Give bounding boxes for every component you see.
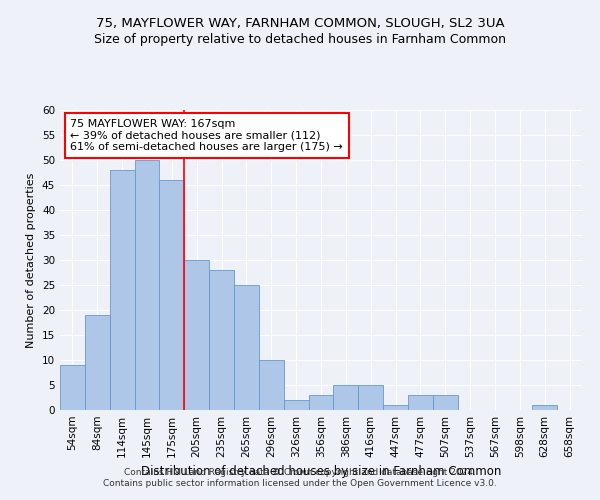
Bar (383, 405, 408, 410)
Bar (160, 180, 184, 410)
Bar (433, 395, 458, 410)
Bar (110, 170, 134, 410)
Bar (532, 405, 557, 410)
Bar (259, 360, 284, 410)
Bar (209, 270, 234, 410)
Bar (308, 395, 334, 410)
X-axis label: Distribution of detached houses by size in Farnham Common: Distribution of detached houses by size … (141, 466, 501, 478)
Text: Size of property relative to detached houses in Farnham Common: Size of property relative to detached ho… (94, 32, 506, 46)
Bar (85, 315, 110, 410)
Bar (358, 385, 383, 410)
Bar (234, 285, 259, 410)
Bar (334, 385, 358, 410)
Bar (134, 160, 160, 410)
Bar (184, 260, 209, 410)
Bar (60, 365, 85, 410)
Text: 75, MAYFLOWER WAY, FARNHAM COMMON, SLOUGH, SL2 3UA: 75, MAYFLOWER WAY, FARNHAM COMMON, SLOUG… (95, 18, 505, 30)
Bar (408, 395, 433, 410)
Text: Contains HM Land Registry data © Crown copyright and database right 2024.
Contai: Contains HM Land Registry data © Crown c… (103, 468, 497, 487)
Bar (284, 400, 308, 410)
Y-axis label: Number of detached properties: Number of detached properties (26, 172, 37, 348)
Text: 75 MAYFLOWER WAY: 167sqm
← 39% of detached houses are smaller (112)
61% of semi-: 75 MAYFLOWER WAY: 167sqm ← 39% of detach… (70, 119, 343, 152)
